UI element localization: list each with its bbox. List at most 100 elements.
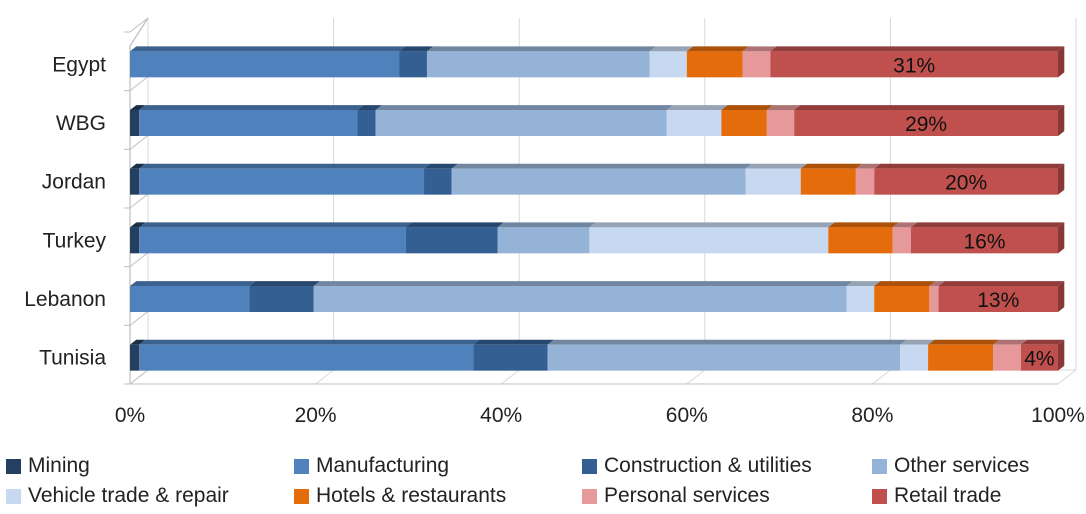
data-label: 31% — [893, 54, 935, 77]
bar-top-hotels-restaurants — [800, 163, 863, 169]
bar-segment-construction-utilities — [357, 110, 376, 136]
bar-top-retail-trade — [938, 281, 1065, 286]
data-label: 29% — [905, 113, 947, 136]
bar-segment-retail-trade — [938, 286, 1058, 312]
x-tick-label: 80% — [851, 404, 893, 427]
category-label: Turkey — [43, 229, 107, 252]
legend-item: Manufacturing — [294, 454, 449, 478]
bar-segment-hotels-restaurants — [721, 110, 767, 136]
category-separator — [129, 252, 149, 268]
bar-segment-manufacturing — [130, 286, 250, 312]
bar-segment-retail-trade — [874, 168, 1058, 195]
bar-segment-mining — [130, 227, 140, 254]
category-separator — [129, 193, 149, 209]
bar-segment-other-services — [426, 51, 650, 78]
bar-segment-other-services — [313, 286, 847, 312]
bar-segment-vehicle-trade-repair — [745, 168, 801, 195]
bar-end-face — [1058, 163, 1065, 195]
bar-segment-retail-trade — [770, 51, 1058, 78]
bar-top-other-services — [375, 105, 674, 110]
legend-label: Manufacturing — [316, 454, 450, 477]
legend-label: Vehicle trade & repair — [28, 484, 229, 507]
bar-end-face — [1058, 339, 1065, 371]
x-tick-label: 20% — [295, 404, 337, 427]
legend-label: Hotels & restaurants — [316, 484, 507, 507]
bar-segment-retail-trade — [1020, 344, 1058, 371]
bar-segment-vehicle-trade-repair — [900, 344, 929, 371]
bar-top-other-services — [547, 339, 907, 345]
bar-segment-vehicle-trade-repair — [589, 227, 829, 254]
data-label: 4% — [1024, 348, 1054, 371]
bar-segment-hotels-restaurants — [686, 51, 743, 78]
bar-segment-personal-services — [929, 286, 939, 312]
bar-top-hotels-restaurants — [828, 222, 899, 228]
bar-top-personal-services — [892, 222, 918, 228]
x-tick-label: 0% — [115, 404, 145, 427]
bar-top-other-services — [497, 222, 596, 228]
bar-top-vehicle-trade-repair — [589, 222, 835, 228]
x-tick-label: 100% — [1031, 404, 1085, 427]
legend-item: Mining — [6, 454, 90, 478]
bar-segment-personal-services — [855, 168, 875, 195]
legend-label: Personal services — [604, 484, 770, 507]
category-label: WBG — [56, 112, 106, 135]
bar-top-construction-utilities — [424, 163, 458, 169]
legend-item: Other services — [872, 454, 1029, 478]
legend-item: Personal services — [582, 484, 770, 508]
bar-segment-mining — [130, 110, 140, 136]
bar-segment-personal-services — [993, 344, 1021, 371]
bar-top-manufacturing — [139, 163, 431, 169]
bar-top-retail-trade — [910, 222, 1065, 228]
bar-top-construction-utilities — [399, 46, 434, 52]
bar-segment-hotels-restaurants — [828, 227, 893, 254]
bar-segment-personal-services — [742, 51, 771, 78]
bar-top-retail-trade — [770, 46, 1065, 52]
bar-top-hotels-restaurants — [874, 281, 936, 286]
bar-segment-other-services — [547, 344, 901, 371]
legend-swatch — [6, 458, 21, 474]
bar-top-personal-services — [855, 163, 881, 169]
x-tick-label: 60% — [666, 404, 708, 427]
bar-top-mining — [130, 105, 146, 110]
bar-segment-construction-utilities — [399, 51, 427, 78]
bar-top-personal-services — [766, 105, 801, 110]
bar-top-vehicle-trade-repair — [846, 281, 881, 286]
bar-segment-hotels-restaurants — [800, 168, 856, 195]
stacked-bar-chart: 0% 20% 40% 60% 80% 100% Egypt 31% WBG 29% Jordan 20… — [24, 17, 1085, 427]
legend: Mining Manufacturing Construction & utilit… — [0, 452, 1086, 514]
legend-label: Other services — [894, 454, 1030, 477]
floor-gridline — [1057, 369, 1077, 385]
bar-top-manufacturing — [130, 281, 256, 286]
bar-segment-personal-services — [766, 110, 795, 136]
bar-segment-vehicle-trade-repair — [666, 110, 722, 136]
bar-segment-vehicle-trade-repair — [846, 286, 875, 312]
bar-segment-personal-services — [892, 227, 911, 254]
data-label: 13% — [977, 289, 1019, 312]
bar-segment-construction-utilities — [405, 227, 498, 254]
bar-segment-manufacturing — [139, 344, 474, 371]
bar-end-face — [1058, 281, 1065, 312]
bar-top-construction-utilities — [405, 222, 504, 228]
legend-item: Retail trade — [872, 484, 1001, 508]
bar-segment-mining — [130, 168, 140, 195]
bar-top-vehicle-trade-repair — [649, 46, 694, 52]
bar-segment-mining — [130, 344, 140, 371]
bar-end-face — [1058, 46, 1065, 78]
bar-top-personal-services — [993, 339, 1028, 345]
bar-top-hotels-restaurants — [686, 46, 749, 52]
legend-swatch — [872, 488, 887, 504]
axis-top-edge — [129, 17, 149, 47]
category-label: Lebanon — [24, 288, 106, 311]
floor-gridline — [315, 369, 334, 385]
category-separator — [129, 369, 149, 385]
bar-end-face — [1058, 222, 1065, 254]
bar-segment-hotels-restaurants — [874, 286, 930, 312]
category-separator — [129, 17, 149, 33]
bar-top-construction-utilities — [473, 339, 554, 345]
bar-top-mining — [130, 339, 146, 345]
bar-top-mining — [130, 163, 146, 169]
floor-gridline — [872, 369, 891, 385]
legend-swatch — [582, 458, 597, 474]
bar-segment-retail-trade — [910, 227, 1058, 254]
